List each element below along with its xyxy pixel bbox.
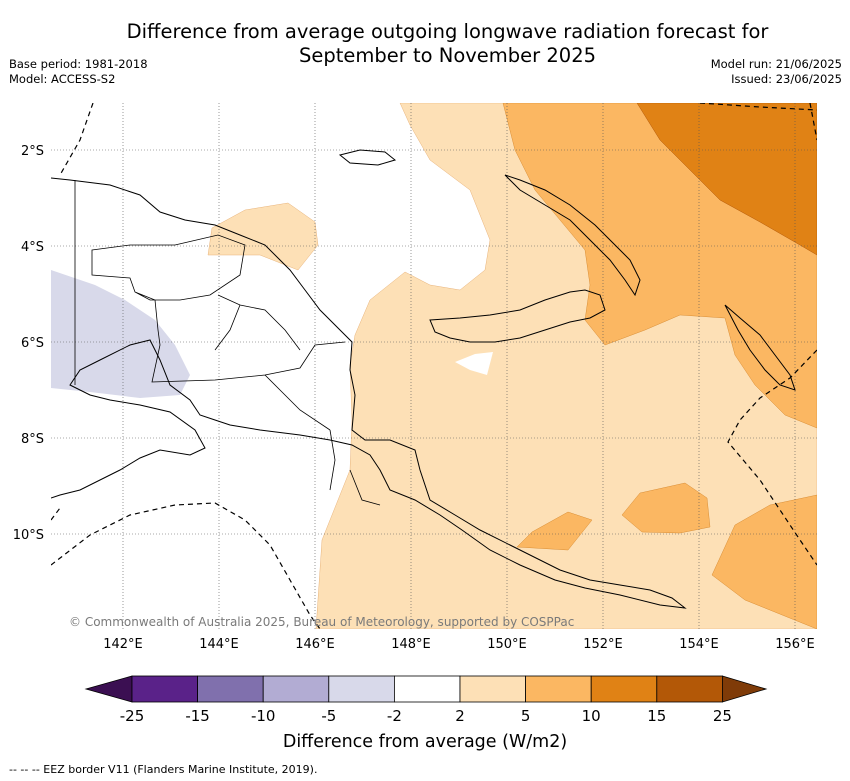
colorbar-bin-9: [656, 675, 723, 703]
base-period: Base period: 1981-2018: [9, 57, 148, 71]
lat-tick-8: 8°S: [21, 432, 44, 447]
neutral-pocket: [455, 352, 493, 375]
model-name: Model: ACCESS-S2: [9, 72, 116, 86]
colorbar-tick: -10: [251, 707, 276, 725]
colorbar: [84, 675, 768, 703]
new-guinea-coast: [51, 177, 687, 609]
latitude-labels: 2°S 4°S 6°S 8°S 10°S: [13, 144, 44, 543]
lon-tick-156: 156°E: [775, 637, 815, 652]
bougainville-coast: [724, 304, 796, 391]
lon-tick-148: 148°E: [391, 637, 431, 652]
lat-tick-4: 4°S: [21, 240, 44, 255]
colorbar-bin-7: [525, 675, 592, 703]
colorbar-tick: -25: [120, 707, 145, 725]
eez-legend-note: -- -- -- EEZ border V11 (Flanders Marine…: [9, 763, 318, 776]
lon-tick-146: 146°E: [295, 637, 335, 652]
map-area: [51, 103, 817, 629]
colorbar-bin-2: [197, 675, 264, 703]
colorbar-tick: -5: [321, 707, 336, 725]
anomaly-region-medium-orange-mid: [621, 482, 711, 534]
new-britain-coast: [429, 289, 606, 343]
title-line-1: Difference from average outgoing longwav…: [126, 20, 769, 43]
colorbar-bin-3: [262, 675, 330, 703]
lon-tick-152: 152°E: [583, 637, 623, 652]
colorbar-bin-6: [459, 675, 526, 703]
lat-tick-10: 10°S: [13, 528, 44, 543]
colorbar-bin-5: [393, 675, 461, 703]
coastlines: [51, 149, 796, 609]
copyright-notice: © Commonwealth of Australia 2025, Bureau…: [69, 615, 574, 629]
colorbar-tick: -15: [185, 707, 210, 725]
issued-date: Issued: 23/06/2025: [731, 72, 842, 86]
manus-coast: [338, 149, 397, 166]
colorbar-arrow-right: [722, 675, 768, 703]
lon-tick-154: 154°E: [679, 637, 719, 652]
colorbar-tick: 15: [647, 707, 666, 725]
colorbar-label: Difference from average (W/m2): [283, 732, 567, 752]
colorbar-tick: 5: [521, 707, 531, 725]
meta-right: Model run: 21/06/2025 Issued: 23/06/2025: [711, 57, 842, 87]
lat-tick-2: 2°S: [21, 144, 44, 159]
meta-left: Base period: 1981-2018 Model: ACCESS-S2: [9, 57, 148, 87]
anomaly-region-light-orange-north: [207, 202, 319, 271]
chart-title: Difference from average outgoing longwav…: [60, 20, 835, 68]
title-line-2: September to November 2025: [298, 44, 597, 67]
model-run: Model run: 21/06/2025: [710, 57, 842, 71]
lon-tick-142: 142°E: [103, 637, 143, 652]
colorbar-arrow-left: [84, 675, 133, 703]
province-borders: [74, 180, 381, 506]
colorbar-bin-8: [590, 675, 658, 703]
map-grid: [51, 103, 817, 629]
lon-tick-150: 150°E: [487, 637, 527, 652]
anomaly-region-medium-orange-se: [711, 494, 817, 629]
new-ireland-coast: [504, 174, 641, 297]
colorbar-tick: 25: [713, 707, 732, 725]
anomaly-region-medium-orange-small: [516, 511, 593, 551]
lat-tick-6: 6°S: [21, 336, 44, 351]
lon-tick-144: 144°E: [199, 637, 239, 652]
colorbar-tick: 10: [582, 707, 601, 725]
colorbar-bin-1: [131, 675, 198, 703]
colorbar-tick: 2: [455, 707, 465, 725]
colorbar-tick: -2: [387, 707, 402, 725]
colorbar-bin-4: [328, 675, 395, 703]
colorbar-ticks: -25 -15 -10 -5 -2 2 5 10 15 25: [120, 707, 732, 725]
longitude-labels: 142°E 144°E 146°E 148°E 150°E 152°E 154°…: [103, 637, 815, 652]
eez-borders: [51, 103, 817, 629]
